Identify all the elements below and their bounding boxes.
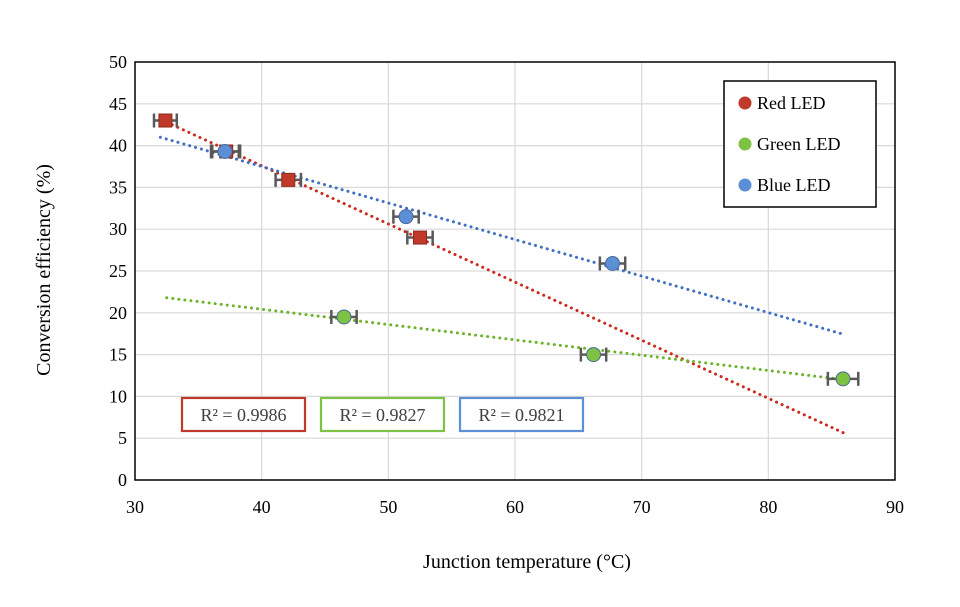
y-tick-label: 50 [109,52,127,72]
plot-area-border [134,61,896,481]
y-tick-label: 40 [109,136,127,156]
data-point-green-led [835,371,851,387]
data-point-red-led [281,172,296,187]
data-point-blue-led [217,143,233,159]
y-tick-labels: 0 5 10 15 20 25 30 35 40 45 50 [109,52,127,490]
r2-label-green-led: R² = 0.9827 [339,405,425,425]
x-tick-label: 40 [253,497,271,517]
y-tick-label: 0 [118,470,127,490]
data-point-red-led [413,230,427,245]
data-point-green-led [586,347,602,363]
legend-marker-blue-led [738,178,752,192]
y-tick-label: 15 [109,345,127,365]
r2-box-red-led [180,396,307,433]
legend-label-blue-led: Blue LED [757,175,831,195]
data-point-green-led [336,309,352,325]
x-tick-label: 90 [886,497,904,517]
trendline-red-led [165,120,846,435]
y-tick-label: 25 [109,261,127,281]
r-squared-boxes: R² = 0.9986 R² = 0.9827 R² = 0.9821 [180,396,585,433]
x-tick-labels: 30 40 50 60 70 80 90 [126,497,904,517]
y-tick-label: 20 [109,303,127,323]
legend-label-red-led: Red LED [757,93,825,113]
trendlines [158,120,846,435]
data-point-blue-led [398,209,414,225]
y-axis-title: Conversion efficiency (%) [33,164,55,376]
r2-label-blue-led: R² = 0.9821 [478,405,564,425]
x-axis-title: Junction temperature (°C) [423,551,631,573]
x-tick-label: 50 [379,497,397,517]
legend: Red LED Green LED Blue LED [723,80,877,208]
data-point-red-led [158,113,173,128]
y-tick-label: 45 [109,94,127,114]
trendline-green-led [165,296,846,382]
legend-marker-red-led [738,96,752,110]
y-tick-label: 5 [118,428,127,448]
x-tick-label: 70 [633,497,651,517]
r2-label-red-led: R² = 0.9986 [200,405,286,425]
x-tick-label: 60 [506,497,524,517]
y-tick-label: 35 [109,177,127,197]
x-tick-label: 80 [759,497,777,517]
y-tick-label: 10 [109,386,127,406]
y-tick-label: 30 [109,219,127,239]
legend-marker-green-led [738,137,752,151]
legend-label-green-led: Green LED [757,134,840,154]
data-markers [158,113,851,387]
trendline-blue-led [158,135,846,337]
x-tick-label: 30 [126,497,144,517]
r2-box-blue-led [458,396,585,433]
r2-box-green-led [319,396,446,433]
data-point-blue-led [605,255,621,271]
